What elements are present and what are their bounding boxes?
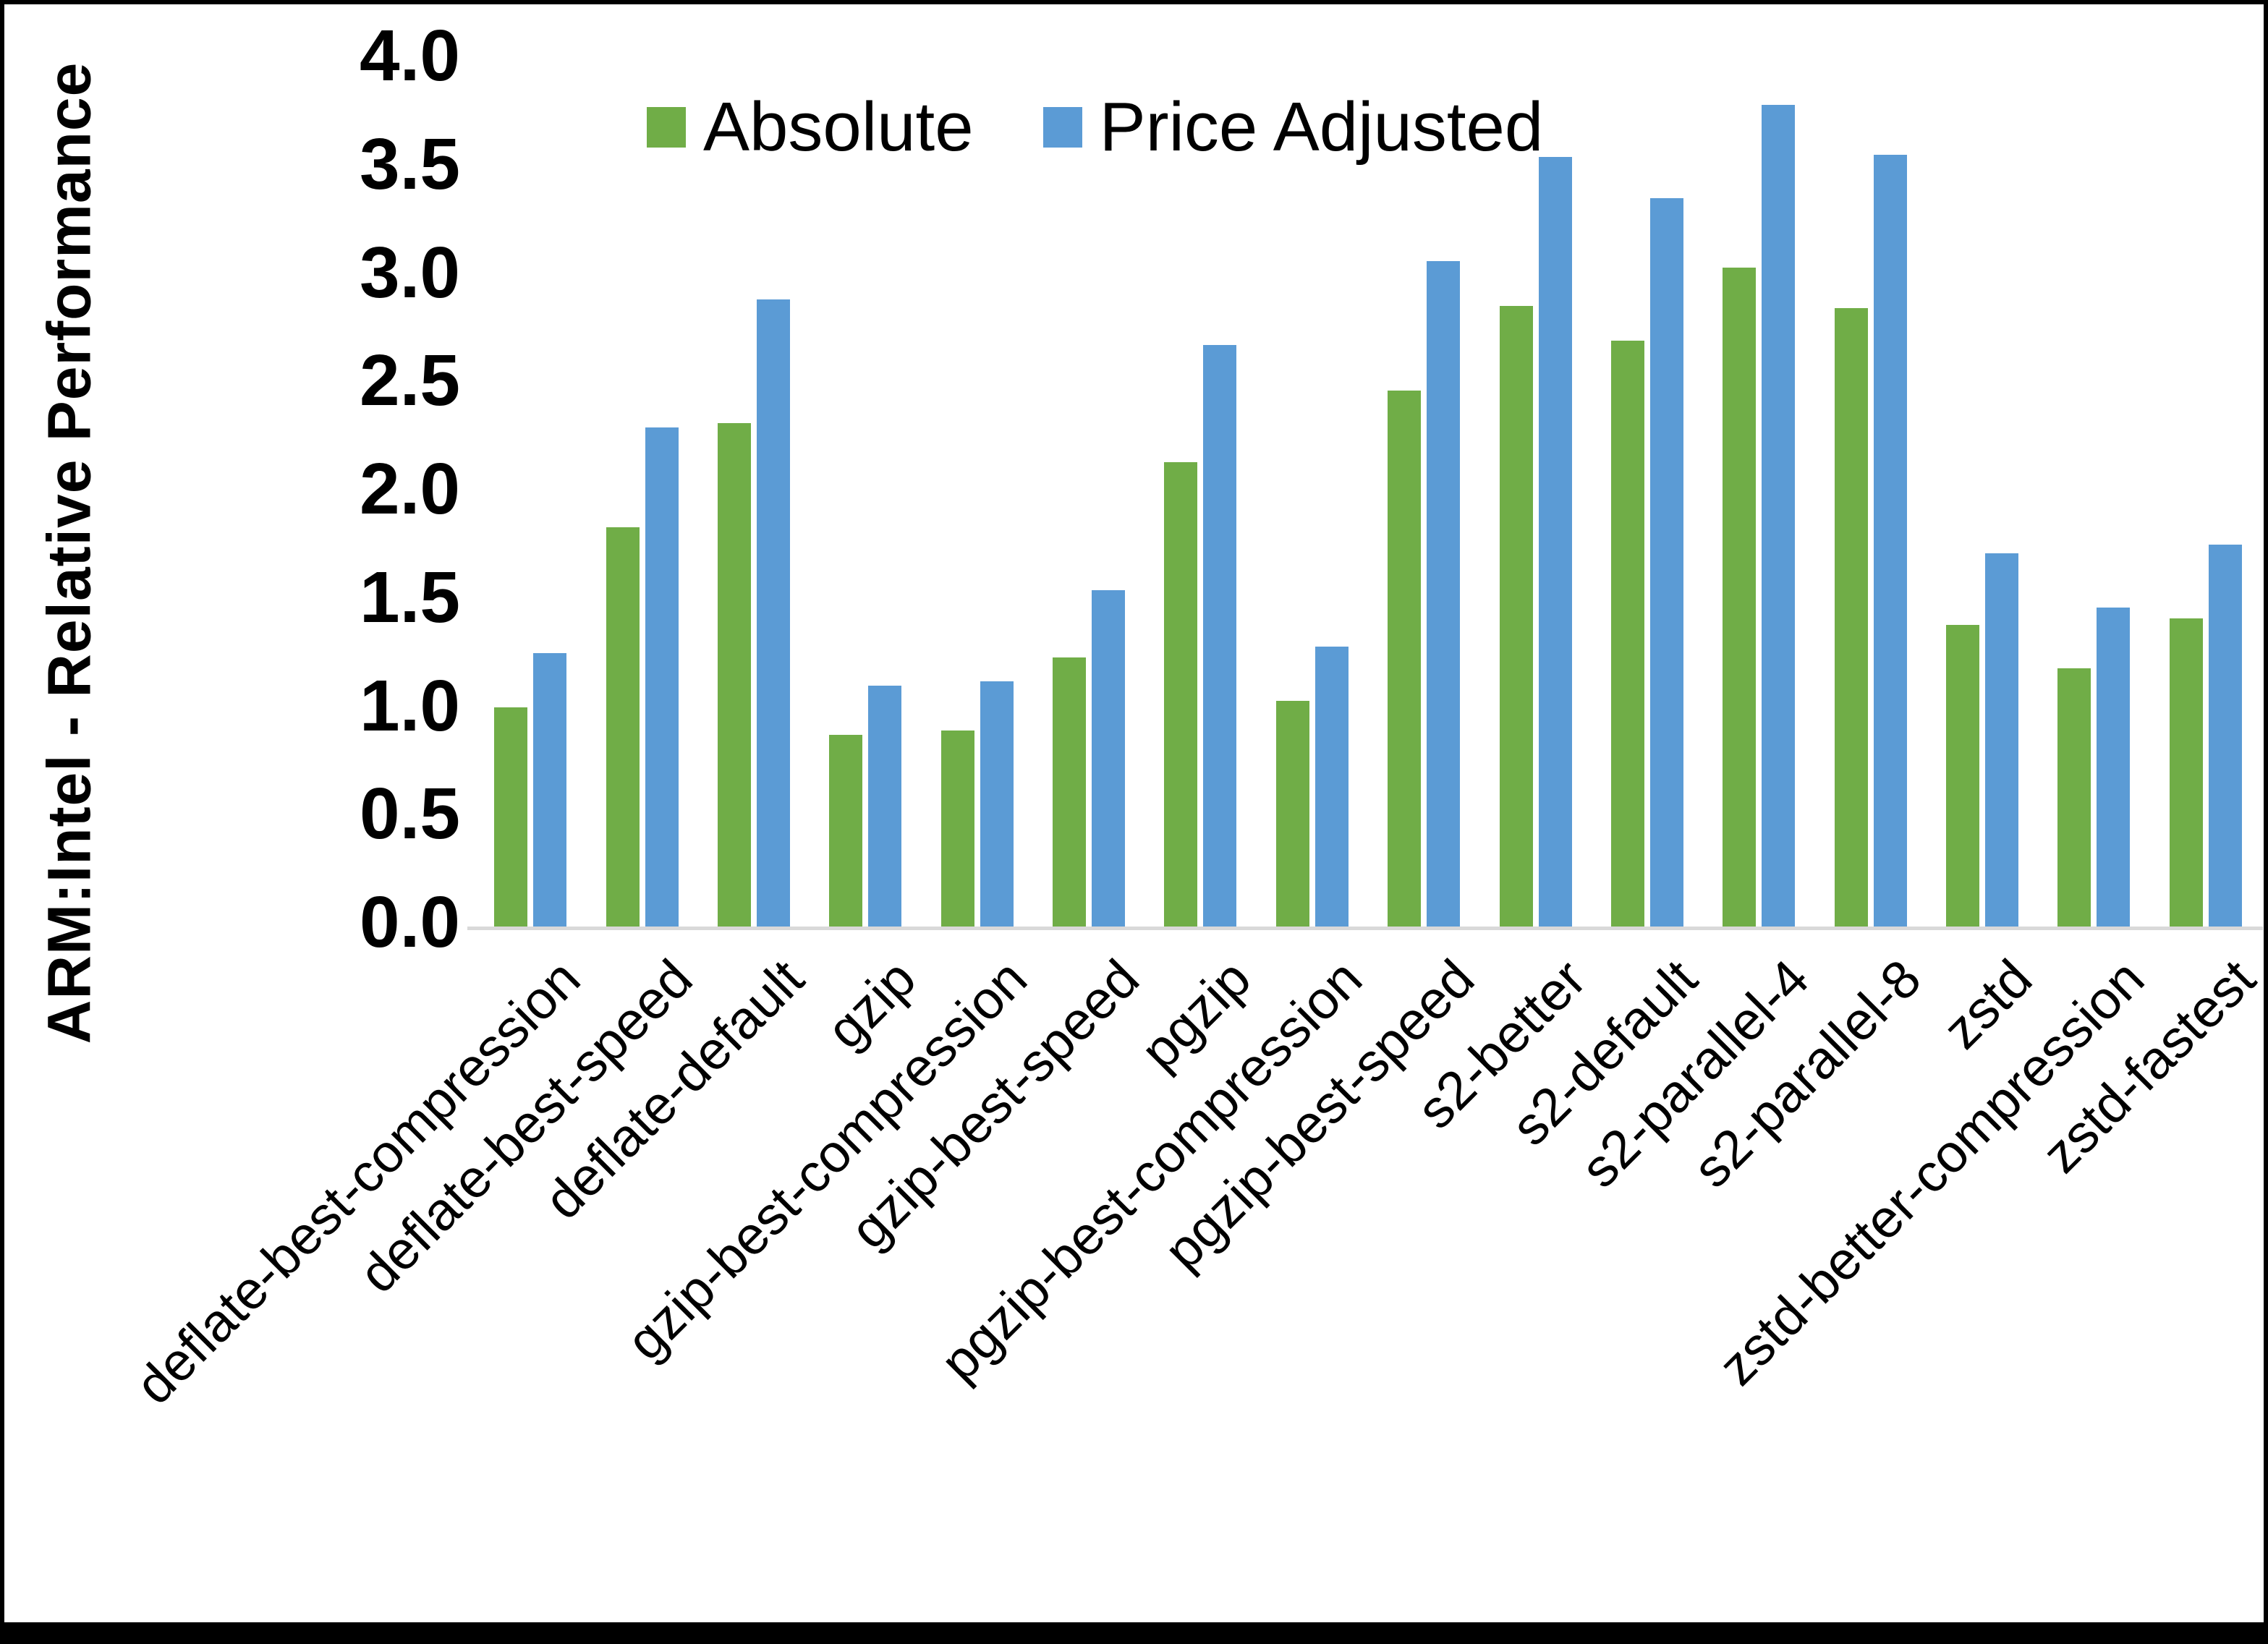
y-axis-title: ARM:Intel - Relative Performance	[35, 61, 103, 1044]
bar-price-adjusted-pgzip-best-speed	[1427, 260, 1461, 928]
bar-price-adjusted-s2-parallel-4	[1762, 104, 1796, 928]
bar-group-zstd-better-compression	[2038, 61, 2149, 928]
y-tick-label-1.5: 1.5	[359, 556, 460, 638]
bar-price-adjusted-gzip-best-compression	[980, 681, 1014, 928]
bar-absolute-deflate-default	[717, 423, 751, 928]
bar-price-adjusted-s2-parallel-8	[1873, 154, 1907, 928]
y-tick-label-0.5: 0.5	[359, 773, 460, 855]
bar-absolute-s2-default	[1610, 341, 1644, 928]
bar-group-s2-default	[1592, 61, 1703, 928]
legend: Absolute Price Adjusted	[647, 93, 1543, 162]
bar-group-pgzip-best-speed	[1368, 61, 1479, 928]
bar-group-s2-parallel-4	[1703, 61, 1814, 928]
bar-group-s2-parallel-8	[1815, 61, 1927, 928]
y-tick-label-2.5: 2.5	[359, 340, 460, 422]
bar-price-adjusted-gzip	[868, 685, 902, 928]
legend-item-absolute: Absolute	[647, 93, 974, 162]
bar-absolute-deflate-best-compression	[494, 707, 528, 928]
bar-absolute-pgzip-best-speed	[1388, 391, 1422, 928]
legend-swatch-icon	[647, 107, 686, 148]
bar-absolute-zstd-fastest	[2169, 618, 2203, 928]
bar-group-pgzip	[1144, 61, 1256, 928]
bar-group-gzip-best-compression	[922, 61, 1033, 928]
bar-price-adjusted-deflate-best-speed	[645, 427, 679, 928]
bar-absolute-pgzip	[1164, 462, 1198, 928]
bar-absolute-pgzip-best-compression	[1275, 700, 1309, 928]
bar-absolute-deflate-best-speed	[606, 527, 640, 928]
bar-absolute-s2-better	[1499, 306, 1533, 928]
bar-absolute-zstd	[1946, 624, 1980, 928]
y-tick-label-3.0: 3.0	[359, 231, 460, 313]
bar-group-pgzip-best-compression	[1257, 61, 1368, 928]
bar-absolute-s2-parallel-4	[1723, 267, 1757, 928]
bar-price-adjusted-s2-better	[1538, 156, 1572, 928]
bar-price-adjusted-s2-default	[1649, 197, 1683, 928]
bar-price-adjusted-zstd-fastest	[2208, 544, 2242, 928]
bar-group-gzip	[810, 61, 921, 928]
bar-group-zstd	[1927, 61, 2038, 928]
bar-group-zstd-fastest	[2150, 61, 2261, 928]
bar-absolute-gzip	[829, 735, 863, 928]
bar-price-adjusted-deflate-default	[756, 299, 790, 928]
bar-group-deflate-default	[698, 61, 810, 928]
x-category-label-deflate-best-compression: deflate-best-compression	[124, 947, 592, 1416]
bar-group-deflate-best-compression	[475, 61, 586, 928]
bar-absolute-zstd-better-compression	[2057, 668, 2091, 928]
bar-absolute-gzip-best-speed	[1053, 657, 1087, 928]
x-axis-line	[467, 927, 2263, 930]
bar-group-s2-better	[1479, 61, 1591, 928]
y-tick-label-3.5: 3.5	[359, 123, 460, 205]
bar-price-adjusted-pgzip	[1203, 345, 1237, 928]
y-tick-label-2.0: 2.0	[359, 448, 460, 529]
y-tick-label-1.0: 1.0	[359, 665, 460, 746]
bar-absolute-s2-parallel-8	[1834, 308, 1868, 928]
bar-price-adjusted-zstd-better-compression	[2097, 607, 2131, 928]
y-tick-label-0.0: 0.0	[359, 882, 460, 963]
legend-item-price-adjusted: Price Adjusted	[1042, 88, 1544, 166]
bar-absolute-gzip-best-compression	[940, 731, 974, 928]
legend-label: Absolute	[703, 88, 974, 166]
bar-price-adjusted-pgzip-best-compression	[1314, 646, 1349, 928]
y-tick-label-4.0: 4.0	[359, 15, 460, 96]
bar-group-deflate-best-speed	[586, 61, 697, 928]
bar-group-gzip-best-speed	[1033, 61, 1144, 928]
plot-area	[475, 61, 2261, 928]
legend-swatch-icon	[1042, 107, 1082, 148]
bar-price-adjusted-deflate-best-compression	[533, 652, 567, 928]
bar-price-adjusted-gzip-best-speed	[1092, 589, 1126, 928]
bar-price-adjusted-zstd	[1985, 553, 2019, 928]
legend-label: Price Adjusted	[1099, 88, 1544, 166]
